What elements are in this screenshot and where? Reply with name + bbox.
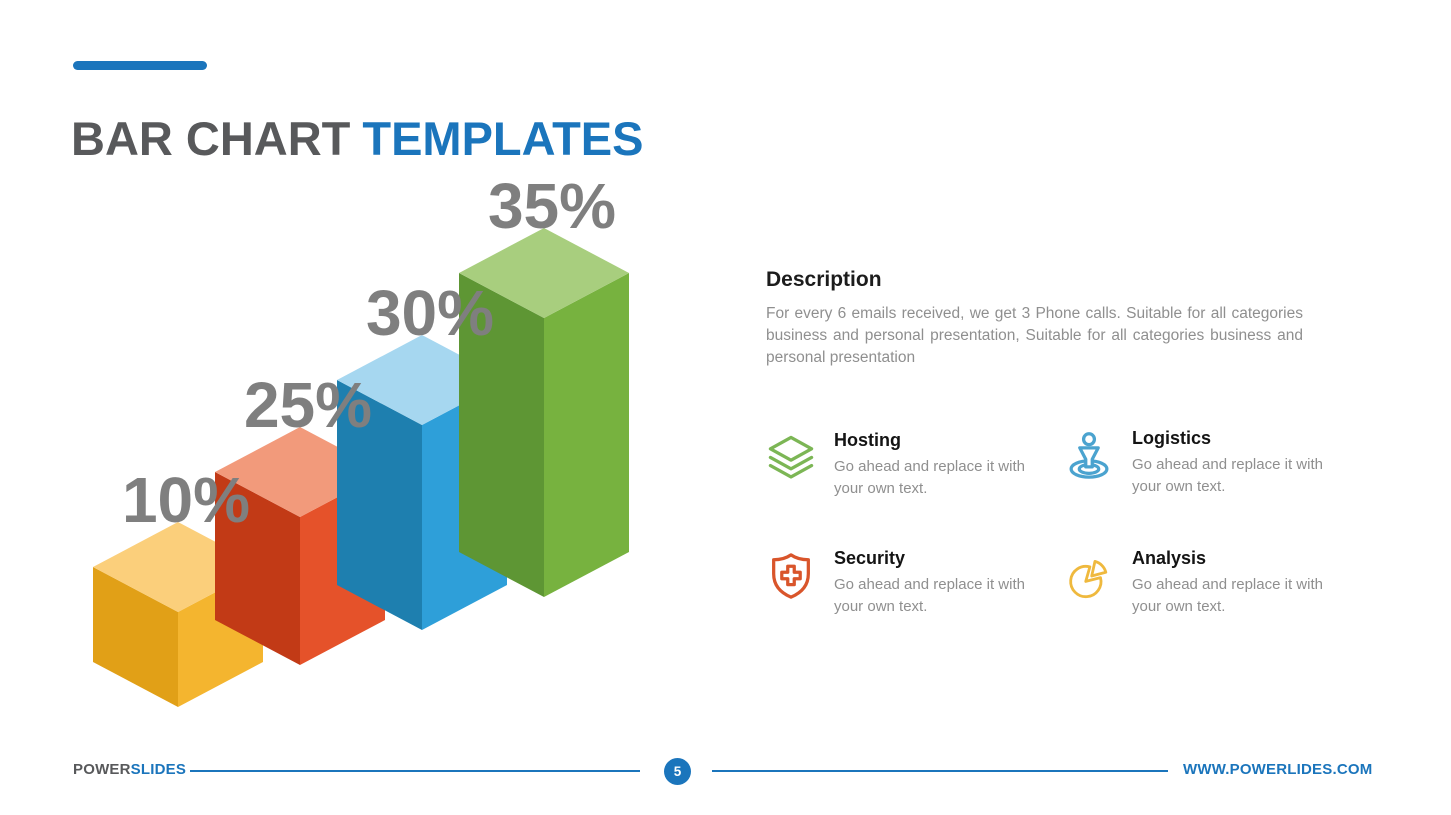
bar-chart: 10% 25% 30% 35% bbox=[60, 150, 680, 750]
feature-security: Security Go ahead and replace it with yo… bbox=[762, 547, 1042, 617]
location-person-icon bbox=[1060, 427, 1118, 485]
brand-logo-primary: POWER bbox=[73, 761, 131, 778]
shield-cross-icon bbox=[762, 547, 820, 605]
bar-value-label: 35% bbox=[488, 170, 616, 242]
feature-title: Logistics bbox=[1132, 428, 1212, 448]
pie-chart-icon bbox=[1060, 547, 1118, 605]
bar-chart-svg: 10% 25% 30% 35% bbox=[93, 170, 629, 707]
description-block: Description For every 6 emails received,… bbox=[766, 268, 1303, 369]
page-number-badge: 5 bbox=[664, 758, 691, 785]
description-body: For every 6 emails received, we get 3 Ph… bbox=[766, 305, 1303, 366]
page-title-primary: BAR CHART bbox=[71, 112, 351, 166]
page-title-secondary: TEMPLATES bbox=[362, 112, 644, 166]
layers-icon bbox=[762, 429, 820, 487]
bar-30%-left-face bbox=[337, 380, 422, 630]
title-accent-bar bbox=[73, 61, 207, 70]
bar-10%-left-face bbox=[93, 567, 178, 707]
feature-hosting: Hosting Go ahead and replace it with you… bbox=[762, 429, 1042, 499]
feature-body: Go ahead and replace it with your own te… bbox=[834, 458, 1025, 497]
footer-divider-left bbox=[190, 770, 640, 772]
feature-body: Go ahead and replace it with your own te… bbox=[1132, 456, 1323, 495]
bar-value-label: 25% bbox=[244, 369, 372, 441]
feature-title: Analysis bbox=[1132, 548, 1207, 568]
feature-title: Hosting bbox=[834, 430, 901, 450]
page-number: 5 bbox=[673, 764, 682, 779]
feature-logistics: Logistics Go ahead and replace it with y… bbox=[1060, 427, 1340, 497]
bar-value-label: 10% bbox=[122, 464, 250, 536]
brand-logo: POWERSLIDES bbox=[73, 761, 186, 778]
bar-35%-front-face bbox=[544, 273, 629, 597]
description-heading: Description bbox=[766, 268, 882, 291]
bar-35%-left-face bbox=[459, 273, 544, 597]
bar-25%-left-face bbox=[215, 472, 300, 665]
page-title: BAR CHART TEMPLATES bbox=[71, 111, 644, 166]
feature-analysis: Analysis Go ahead and replace it with yo… bbox=[1060, 547, 1340, 617]
bar-value-label: 30% bbox=[366, 277, 494, 349]
website-link[interactable]: WWW.POWERLIDES.COM bbox=[1183, 761, 1373, 778]
bar-35%-top-face bbox=[459, 228, 629, 318]
feature-title: Security bbox=[834, 548, 906, 568]
brand-logo-secondary: SLIDES bbox=[130, 761, 187, 778]
feature-body: Go ahead and replace it with your own te… bbox=[1132, 576, 1323, 615]
feature-body: Go ahead and replace it with your own te… bbox=[834, 576, 1025, 615]
footer-divider-right bbox=[712, 770, 1168, 772]
